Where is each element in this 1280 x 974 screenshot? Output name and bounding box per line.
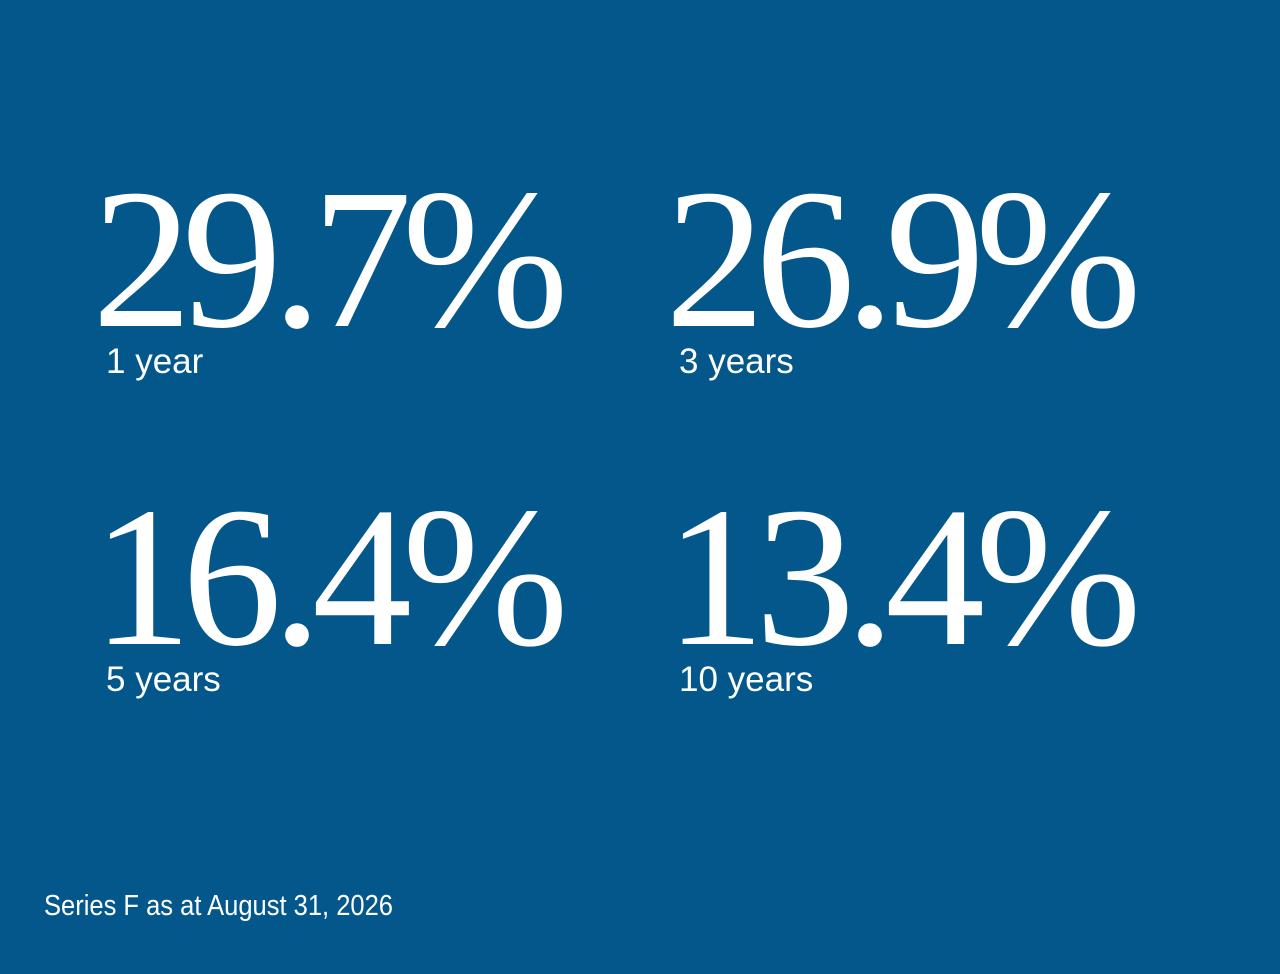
stat-item: 16.4% 5 years: [92, 478, 652, 738]
stat-item: 26.9% 3 years: [665, 160, 1225, 420]
footnote: Series F as at August 31, 2026: [44, 890, 394, 922]
stat-label: 5 years: [106, 660, 221, 699]
stat-label: 10 years: [679, 660, 814, 699]
stat-value: 26.9%: [665, 149, 1142, 370]
stat-value: 29.7%: [92, 149, 569, 370]
stat-label: 1 year: [106, 342, 204, 381]
stat-label: 3 years: [679, 342, 794, 381]
stat-value: 16.4%: [92, 467, 569, 688]
stat-value: 13.4%: [665, 467, 1142, 688]
stat-item: 29.7% 1 year: [92, 160, 652, 420]
stat-item: 13.4% 10 years: [665, 478, 1225, 738]
